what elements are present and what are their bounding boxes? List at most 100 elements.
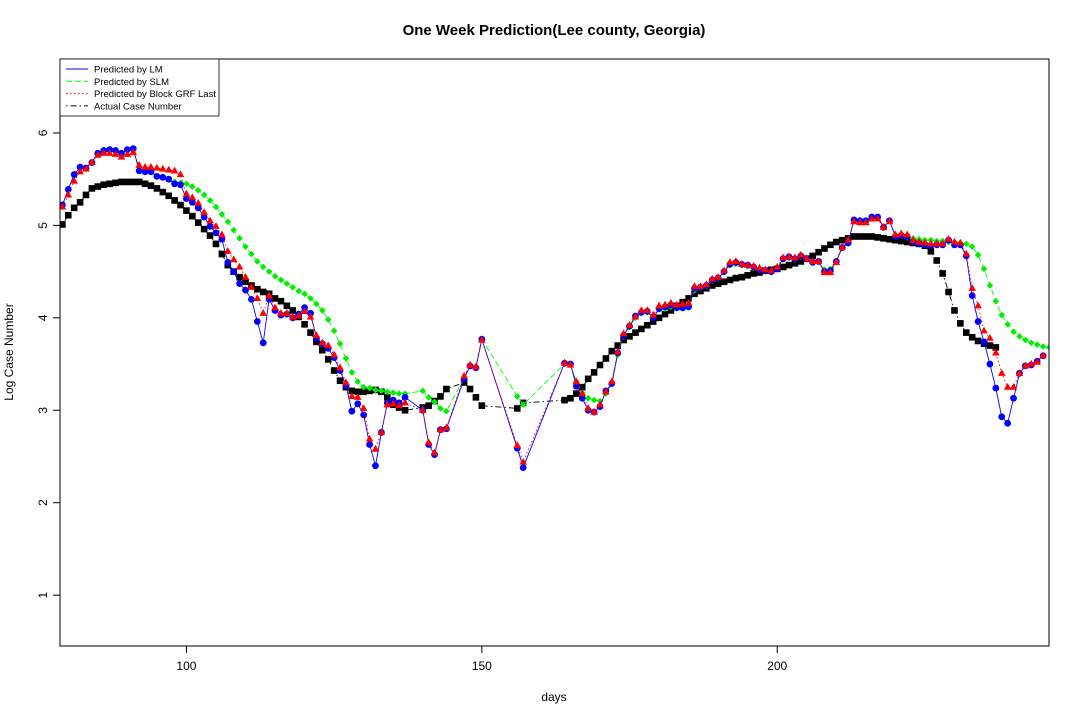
data-point-predicted-by-block-grf-last <box>117 152 126 160</box>
data-point-actual-case-number <box>726 276 734 284</box>
data-point-actual-case-number <box>880 235 887 242</box>
data-point-predicted-by-block-grf-last <box>294 311 303 319</box>
data-point-predicted-by-lm <box>159 173 167 181</box>
data-point-actual-case-number <box>602 355 610 362</box>
data-point-actual-case-number <box>750 270 757 277</box>
data-point-predicted-by-slm <box>443 407 450 415</box>
data-point-predicted-by-slm <box>206 197 214 204</box>
data-point-predicted-by-block-grf-last <box>430 448 439 456</box>
data-point-predicted-by-block-grf-last <box>348 392 356 400</box>
data-point-predicted-by-slm <box>437 405 444 412</box>
data-point-predicted-by-slm <box>1022 336 1029 344</box>
data-point-actual-case-number <box>360 388 367 396</box>
data-point-predicted-by-slm <box>254 258 261 265</box>
data-point-predicted-by-block-grf-last <box>850 217 858 225</box>
data-point-predicted-by-block-grf-last <box>767 266 776 274</box>
legend-label-predicted-by-slm: Predicted by SLM <box>94 77 169 88</box>
y-tick-label: 6 <box>36 129 50 136</box>
data-point-predicted-by-lm <box>401 393 409 401</box>
x-tick-label: 200 <box>767 659 787 673</box>
data-point-predicted-by-slm <box>313 300 320 308</box>
data-point-predicted-by-slm <box>324 316 332 323</box>
data-point-predicted-by-block-grf-last <box>330 350 338 358</box>
data-point-predicted-by-slm <box>968 243 976 250</box>
data-point-predicted-by-block-grf-last <box>832 258 841 265</box>
data-point-predicted-by-block-grf-last <box>247 283 256 290</box>
data-point-predicted-by-slm <box>265 268 273 275</box>
data-point-predicted-by-lm <box>230 268 238 276</box>
data-point-predicted-by-block-grf-last <box>566 360 575 368</box>
data-point-predicted-by-lm <box>242 286 249 294</box>
data-point-actual-case-number <box>939 270 946 277</box>
data-point-predicted-by-block-grf-last <box>371 444 380 452</box>
data-point-predicted-by-block-grf-last <box>265 291 273 299</box>
data-point-predicted-by-slm <box>289 284 297 291</box>
data-point-actual-case-number <box>135 178 143 186</box>
data-point-actual-case-number <box>319 346 326 354</box>
data-point-actual-case-number <box>850 233 858 240</box>
y-tick-label: 2 <box>36 499 50 506</box>
data-point-predicted-by-block-grf-last <box>667 298 675 306</box>
data-point-predicted-by-slm <box>1045 344 1049 351</box>
data-point-predicted-by-slm <box>986 282 994 289</box>
data-point-actual-case-number <box>626 333 633 340</box>
data-point-predicted-by-lm <box>171 180 179 188</box>
data-point-predicted-by-block-grf-last <box>684 298 693 306</box>
data-point-predicted-by-lm <box>177 181 184 189</box>
data-point-actual-case-number <box>791 259 799 267</box>
data-point-predicted-by-block-grf-last <box>903 230 912 238</box>
data-point-predicted-by-slm <box>378 387 385 395</box>
data-point-actual-case-number <box>283 302 291 310</box>
data-point-predicted-by-block-grf-last <box>560 358 569 366</box>
data-point-predicted-by-block-grf-last <box>395 401 403 409</box>
data-point-predicted-by-slm <box>259 263 267 271</box>
data-point-predicted-by-block-grf-last <box>105 149 114 156</box>
data-point-predicted-by-lm <box>206 222 214 230</box>
data-point-predicted-by-lm <box>1004 419 1012 427</box>
data-point-predicted-by-block-grf-last <box>353 393 362 400</box>
data-point-predicted-by-block-grf-last <box>206 216 214 224</box>
data-point-actual-case-number <box>638 325 645 333</box>
data-point-predicted-by-block-grf-last <box>182 189 191 197</box>
data-point-predicted-by-lm <box>1010 394 1017 402</box>
data-point-predicted-by-slm <box>189 183 196 190</box>
data-point-predicted-by-slm <box>348 369 356 376</box>
data-point-predicted-by-slm <box>584 394 592 402</box>
data-point-actual-case-number <box>945 288 952 296</box>
plot-frame <box>59 58 1050 647</box>
data-point-predicted-by-block-grf-last <box>135 161 143 168</box>
data-point-actual-case-number <box>171 197 178 204</box>
data-point-predicted-by-slm <box>590 396 598 404</box>
data-point-predicted-by-block-grf-last <box>277 309 285 316</box>
data-point-actual-case-number <box>785 261 793 269</box>
data-point-actual-case-number <box>271 295 279 302</box>
data-point-predicted-by-block-grf-last <box>1039 351 1047 359</box>
data-point-predicted-by-block-grf-last <box>655 301 663 309</box>
data-point-predicted-by-block-grf-last <box>513 441 522 449</box>
data-point-predicted-by-slm <box>1039 343 1047 350</box>
data-point-actual-case-number <box>821 245 828 252</box>
data-point-actual-case-number <box>478 402 486 409</box>
data-point-actual-case-number <box>183 207 190 214</box>
data-point-actual-case-number <box>330 367 338 374</box>
data-point-actual-case-number <box>60 221 66 228</box>
data-point-predicted-by-block-grf-last <box>60 202 67 210</box>
data-point-predicted-by-lm <box>519 464 527 471</box>
data-point-predicted-by-lm <box>224 258 232 266</box>
data-point-actual-case-number <box>951 307 958 314</box>
data-point-predicted-by-lm <box>372 462 379 470</box>
data-point-predicted-by-block-grf-last <box>956 238 965 246</box>
data-point-predicted-by-block-grf-last <box>791 253 799 261</box>
data-point-predicted-by-lm <box>992 384 1000 392</box>
data-point-actual-case-number <box>720 278 728 286</box>
data-point-predicted-by-block-grf-last <box>879 223 888 230</box>
data-point-predicted-by-slm <box>301 290 308 298</box>
y-tick-label: 4 <box>36 314 50 321</box>
data-point-predicted-by-block-grf-last <box>401 398 409 406</box>
data-point-predicted-by-block-grf-last <box>389 399 398 407</box>
data-point-predicted-by-slm <box>513 393 521 400</box>
data-point-predicted-by-lm <box>165 175 173 183</box>
data-point-predicted-by-block-grf-last <box>980 326 988 334</box>
